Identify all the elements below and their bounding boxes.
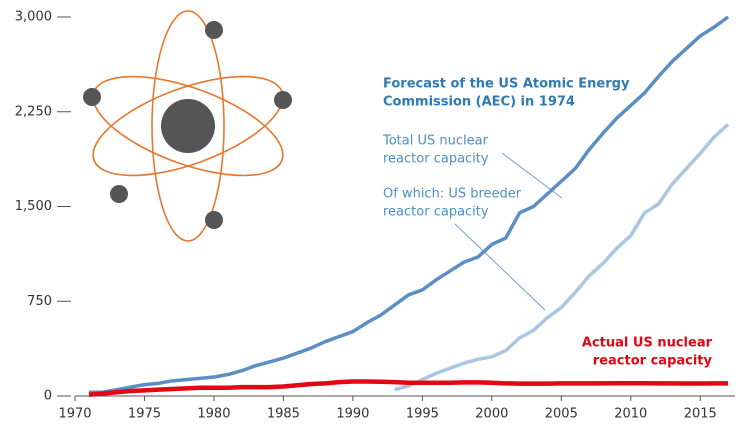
y-tick-label: 3,000 bbox=[15, 10, 52, 25]
x-tick-label: 1970 bbox=[58, 407, 91, 422]
series-line bbox=[88, 15, 730, 394]
x-tick-label: 2010 bbox=[614, 407, 647, 422]
x-tick-label: 1980 bbox=[197, 407, 230, 422]
annotation: Of which: US breeder bbox=[383, 187, 522, 202]
y-tick-label: 0 bbox=[44, 389, 52, 404]
annotation: reactor capacity bbox=[383, 205, 489, 220]
x-tick-label: 2000 bbox=[475, 407, 508, 422]
x-tick-label: 2005 bbox=[545, 407, 578, 422]
annotation: Forecast of the US Atomic Energy bbox=[383, 77, 630, 92]
x-tick-label: 1995 bbox=[406, 407, 439, 422]
atom-particles bbox=[83, 21, 292, 229]
annotation: reactor capacity bbox=[593, 354, 713, 369]
x-tick-label: 2015 bbox=[684, 407, 717, 422]
y-tick-label: 1,500 bbox=[15, 199, 52, 214]
y-tick-label: 750 bbox=[27, 294, 52, 309]
x-tick-label: 1985 bbox=[267, 407, 300, 422]
y-tick-label: 2,250 bbox=[15, 104, 52, 119]
series-line bbox=[88, 379, 729, 397]
annotation: Actual US nuclear bbox=[582, 336, 713, 351]
annotation: Total US nuclear bbox=[382, 134, 489, 149]
annotation: Commission (AEC) in 1974 bbox=[383, 95, 575, 110]
annotation: reactor capacity bbox=[383, 152, 489, 167]
x-tick-label: 1975 bbox=[128, 407, 161, 422]
x-tick-label: 1990 bbox=[336, 407, 369, 422]
series-line bbox=[394, 123, 730, 392]
